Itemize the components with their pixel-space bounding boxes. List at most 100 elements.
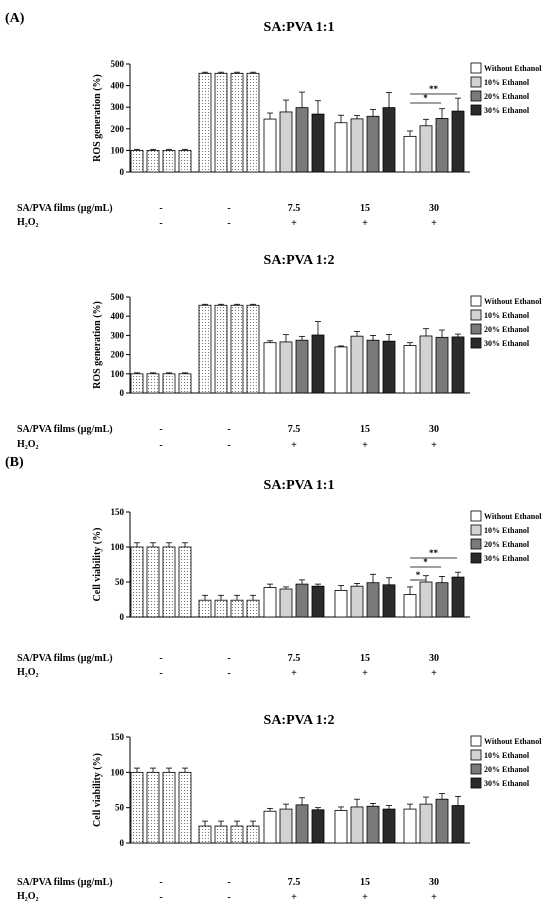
films-value: 15	[360, 203, 370, 214]
series-bar	[451, 576, 465, 618]
control-bar	[130, 546, 144, 618]
panel-label-b: (B)	[5, 455, 24, 470]
significance-label: *	[423, 93, 428, 103]
series-bar	[451, 805, 465, 844]
legend-swatch	[470, 552, 482, 564]
legend-label: Without Ethanol	[484, 297, 542, 306]
series-bar	[403, 135, 417, 173]
legend-swatch	[470, 524, 482, 536]
y-tick-label: 0	[120, 388, 125, 398]
series-bar	[263, 810, 277, 844]
y-tick-label: 0	[120, 612, 125, 622]
y-tick-label: 100	[111, 767, 125, 777]
legend-label: 30% Ethanol	[484, 339, 530, 348]
control-bar	[130, 771, 144, 844]
h2o2-value: +	[362, 218, 368, 229]
series-bar	[366, 805, 380, 844]
films-value: -	[159, 877, 162, 888]
h2o2-value: -	[227, 668, 230, 679]
films-value: -	[227, 653, 230, 664]
legend-label: 20% Ethanol	[484, 325, 530, 334]
h2o2-only-bar	[198, 825, 212, 844]
control-bar	[178, 149, 192, 173]
y-tick-label: 300	[111, 102, 125, 112]
h2o2-value: -	[159, 218, 162, 229]
series-bar	[382, 584, 396, 618]
legend-label: 20% Ethanol	[484, 765, 530, 774]
series-bar	[334, 122, 348, 173]
series-bar	[295, 107, 309, 173]
h2o2-value: +	[431, 668, 437, 679]
y-tick-label: 500	[111, 59, 125, 69]
y-tick-label: 50	[115, 577, 125, 587]
h2o2-only-bar	[230, 304, 244, 394]
series-bar	[419, 125, 433, 173]
h2o2-value: -	[159, 892, 162, 903]
series-bar	[403, 808, 417, 844]
h2o2-only-bar	[246, 599, 260, 618]
y-tick-label: 400	[111, 311, 125, 321]
h2o2-only-bar	[230, 825, 244, 844]
y-axis-label: ROS generation (%)	[92, 301, 103, 389]
chart-title: SA:PVA 1:2	[264, 253, 335, 268]
control-bar	[130, 373, 144, 394]
y-tick-label: 100	[111, 369, 125, 379]
h2o2-value: +	[431, 892, 437, 903]
significance-label: **	[429, 548, 439, 558]
series-bar	[435, 582, 449, 618]
chart-title: SA:PVA 1:1	[264, 20, 335, 35]
y-axis-label: Cell viability (%)	[92, 528, 103, 602]
series-bar	[403, 345, 417, 394]
h2o2-only-bar	[198, 599, 212, 618]
y-tick-label: 0	[120, 167, 125, 177]
series-bar	[419, 581, 433, 618]
y-tick-label: 100	[111, 542, 125, 552]
legend-label: 30% Ethanol	[484, 554, 530, 563]
legend-label: 10% Ethanol	[484, 311, 530, 320]
legend-swatch	[470, 749, 482, 761]
h2o2-value: +	[291, 892, 297, 903]
films-value: 30	[429, 203, 439, 214]
control-bar	[162, 373, 176, 394]
y-tick-label: 150	[111, 732, 125, 742]
chart-title: SA:PVA 1:2	[264, 713, 335, 728]
series-bar	[435, 798, 449, 844]
row-label-films: SA/PVA films (µg/mL)	[17, 203, 113, 214]
series-bar	[382, 808, 396, 844]
panel-label-a: (A)	[5, 11, 25, 26]
h2o2-value: +	[291, 218, 297, 229]
control-bar	[146, 546, 160, 618]
films-value: -	[227, 424, 230, 435]
films-value: 30	[429, 653, 439, 664]
y-tick-label: 150	[111, 507, 125, 517]
legend-swatch	[470, 735, 482, 747]
series-bar	[451, 110, 465, 173]
control-bar	[146, 149, 160, 173]
films-value: -	[159, 424, 162, 435]
h2o2-value: +	[291, 440, 297, 451]
h2o2-value: +	[362, 440, 368, 451]
h2o2-only-bar	[198, 304, 212, 394]
chart-title: SA:PVA 1:1	[264, 478, 335, 493]
legend-swatch	[470, 323, 482, 335]
row-label-h2o2: H₂O₂	[17, 217, 39, 228]
legend-label: 20% Ethanol	[484, 540, 530, 549]
legend-swatch	[470, 104, 482, 116]
films-value: 7.5	[288, 653, 301, 664]
legend-label: 20% Ethanol	[484, 92, 530, 101]
control-bar	[178, 373, 192, 394]
legend-swatch	[470, 62, 482, 74]
h2o2-value: +	[362, 892, 368, 903]
legend-label: 30% Ethanol	[484, 106, 530, 115]
series-bar	[334, 590, 348, 618]
legend-swatch	[470, 763, 482, 775]
series-bar	[435, 336, 449, 394]
row-label-h2o2: H₂O₂	[17, 891, 39, 902]
series-bar	[311, 334, 325, 394]
films-value: 7.5	[288, 203, 301, 214]
series-bar	[263, 118, 277, 173]
significance-label: *	[416, 570, 421, 580]
series-bar	[366, 115, 380, 173]
legend-swatch	[470, 777, 482, 789]
control-bar	[146, 373, 160, 394]
